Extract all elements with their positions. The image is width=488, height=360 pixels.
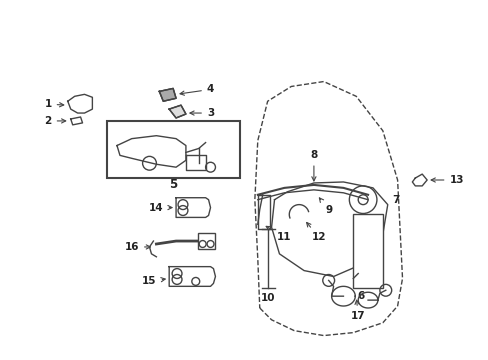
- Text: 14: 14: [149, 203, 172, 212]
- Text: 5: 5: [169, 179, 177, 192]
- Text: 10: 10: [260, 293, 274, 303]
- Bar: [107, 121, 240, 178]
- Text: 17: 17: [350, 300, 365, 321]
- Text: 7: 7: [392, 195, 399, 205]
- Polygon shape: [169, 105, 185, 118]
- Text: 13: 13: [430, 175, 463, 185]
- Text: 1: 1: [44, 99, 63, 109]
- Text: 9: 9: [319, 198, 331, 215]
- Text: 6: 6: [357, 291, 364, 301]
- Text: 12: 12: [306, 222, 325, 242]
- Bar: [352, 215, 382, 288]
- Text: 15: 15: [142, 276, 165, 287]
- Text: 4: 4: [180, 84, 214, 95]
- Text: 2: 2: [44, 116, 65, 126]
- Text: 16: 16: [124, 242, 150, 252]
- Polygon shape: [159, 89, 176, 101]
- Text: 11: 11: [265, 226, 291, 242]
- Bar: [197, 233, 215, 249]
- Text: 3: 3: [189, 108, 214, 118]
- Text: 8: 8: [310, 150, 317, 181]
